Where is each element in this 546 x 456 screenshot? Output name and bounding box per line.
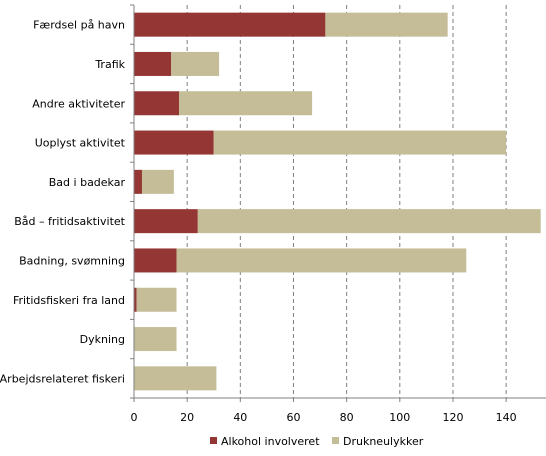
- bar-drukne-3: [213, 130, 507, 155]
- bar-alkohol-5: [134, 209, 198, 234]
- gridlines: [186, 5, 507, 398]
- category-label-5: Båd – fritidsaktivitet: [14, 215, 125, 228]
- bar-drukne-4: [141, 169, 174, 194]
- axes: [130, 4, 546, 402]
- bar-drukne-5: [197, 209, 541, 234]
- category-label-6: Badning, svømning: [19, 254, 125, 267]
- legend-label-drukne: Drukneulykker: [343, 435, 424, 448]
- bar-drukne-0: [325, 12, 448, 37]
- x-tick-label-80: 80: [340, 411, 354, 424]
- bar-alkohol-2: [134, 91, 180, 116]
- category-label-7: Fritidsfiskeri fra land: [13, 294, 125, 307]
- x-tick-label-60: 60: [286, 411, 300, 424]
- category-label-1: Trafik: [94, 58, 125, 71]
- bar-drukne-8: [134, 327, 177, 352]
- category-label-9: Arbejdsrelateret fiskeri: [0, 372, 125, 385]
- category-label-3: Uoplyst aktivitet: [35, 137, 126, 150]
- legend-swatch-alkohol: [210, 437, 217, 444]
- legend-swatch-drukne: [332, 437, 339, 444]
- bar-alkohol-0: [134, 12, 326, 37]
- x-tick-label-120: 120: [442, 411, 463, 424]
- bar-drukne-2: [179, 91, 313, 116]
- bar-alkohol-1: [134, 51, 172, 76]
- bar-alkohol-3: [134, 130, 214, 155]
- legend: Alkohol involveret Drukneulykker: [210, 435, 424, 448]
- bar-drukne-7: [136, 287, 177, 312]
- category-label-2: Andre aktiviteter: [32, 97, 125, 110]
- x-tick-label-100: 100: [389, 411, 410, 424]
- category-label-4: Bad i badekar: [49, 176, 126, 189]
- category-labels: Færdsel på havn Trafik Andre aktiviteter Uo…: [0, 19, 126, 386]
- x-tick-labels: 0 20 40 60 80 100 120 140: [131, 411, 517, 424]
- legend-label-alkohol: Alkohol involveret: [221, 435, 320, 448]
- bar-drukne-9: [134, 366, 217, 391]
- bar-drukne-1: [171, 51, 220, 76]
- x-tick-label-0: 0: [131, 411, 138, 424]
- bar-drukne-6: [176, 248, 467, 273]
- x-tick-label-20: 20: [180, 411, 194, 424]
- bar-alkohol-4: [134, 169, 142, 194]
- category-label-8: Dykning: [80, 333, 125, 346]
- x-tick-label-40: 40: [233, 411, 247, 424]
- bars: [134, 12, 541, 391]
- bar-alkohol-7: [134, 287, 137, 312]
- bar-alkohol-6: [134, 248, 177, 273]
- x-tick-label-140: 140: [496, 411, 517, 424]
- category-label-0: Færdsel på havn: [33, 19, 125, 32]
